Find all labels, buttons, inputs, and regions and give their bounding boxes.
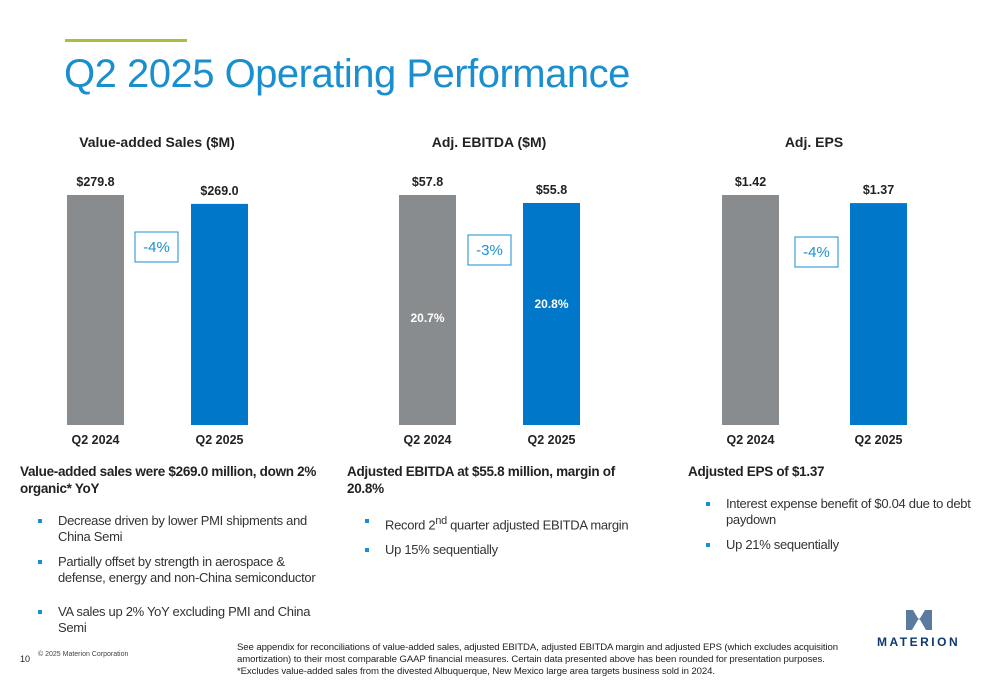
- chart-title: Value-added Sales ($M): [79, 134, 235, 150]
- panel-heading: Adjusted EBITDA at $55.8 million, margin…: [347, 464, 615, 496]
- value-label: $1.42: [735, 175, 766, 189]
- bullet: Interest expense benefit of $0.04 due to…: [706, 496, 988, 528]
- value-label: $57.8: [412, 175, 443, 189]
- inner-label: 20.7%: [410, 311, 444, 325]
- bullet-list: Interest expense benefit of $0.04 due to…: [688, 496, 988, 553]
- panel-heading: Adjusted EPS of $1.37: [688, 464, 825, 479]
- chart-title: Adj. EPS: [785, 134, 843, 150]
- annotation: -3%: [476, 242, 503, 259]
- chart-title: Adj. EBITDA ($M): [432, 134, 547, 150]
- slide-title: Q2 2025 Operating Performance: [64, 52, 630, 96]
- x-tick-label: Q2 2025: [196, 433, 244, 447]
- value-label: $279.8: [76, 175, 114, 189]
- bar: [67, 195, 124, 425]
- x-tick-label: Q2 2025: [528, 433, 576, 447]
- bullet: Record 2nd quarter adjusted EBITDA margi…: [365, 513, 647, 533]
- x-tick-label: Q2 2024: [72, 433, 120, 447]
- bullet: Up 21% sequentially: [706, 537, 988, 553]
- inner-label: 20.8%: [534, 297, 568, 311]
- text-panel: Adjusted EPS of $1.37 Interest expense be…: [688, 463, 988, 562]
- x-tick-label: Q2 2025: [855, 433, 903, 447]
- text-panel: Adjusted EBITDA at $55.8 million, margin…: [347, 463, 647, 567]
- annotation-box: [467, 234, 512, 266]
- bar: [722, 195, 779, 425]
- bullet: Decrease driven by lower PMI shipments a…: [38, 513, 320, 545]
- logo-mark: [906, 610, 932, 630]
- value-label: $269.0: [200, 184, 238, 198]
- value-label: $55.8: [536, 183, 567, 197]
- logo: MATERION: [877, 635, 961, 649]
- bullet-part: Record 2: [385, 517, 436, 533]
- bullet-list: Decrease driven by lower PMI shipments a…: [20, 513, 320, 636]
- x-tick-label: Q2 2024: [404, 433, 452, 447]
- text-panel: Value-added sales were $269.0 million, d…: [20, 463, 320, 645]
- bar: [850, 203, 907, 425]
- footnote: See appendix for reconciliations of valu…: [237, 642, 838, 665]
- copyright: © 2025 Materion Corporation: [38, 651, 129, 658]
- bar: [523, 202, 580, 425]
- bullet: VA sales up 2% YoY excluding PMI and Chi…: [38, 604, 320, 636]
- footnote: *Excludes value-added sales from the div…: [237, 666, 715, 677]
- bar: [191, 203, 248, 425]
- panel-heading: Value-added sales were $269.0 million, d…: [20, 464, 317, 496]
- bullet-part: quarter adjusted EBITDA margin: [446, 517, 629, 533]
- bullet-list: Record 2nd quarter adjusted EBITDA margi…: [347, 513, 647, 558]
- annotation-box: [794, 236, 839, 268]
- annotation: -4%: [803, 244, 830, 261]
- bullet: Up 15% sequentially: [365, 542, 647, 558]
- bullet: Partially offset by strength in aerospac…: [38, 554, 320, 586]
- annotation-box: [134, 231, 179, 263]
- bullet-part: nd: [435, 515, 447, 527]
- value-label: $1.37: [863, 183, 894, 197]
- footnotes: See appendix for reconciliations of valu…: [237, 642, 857, 678]
- accent-line: [65, 39, 187, 42]
- page-number: 10: [20, 654, 31, 664]
- x-tick-label: Q2 2024: [727, 433, 775, 447]
- annotation: -4%: [143, 239, 170, 256]
- bar: [399, 195, 456, 425]
